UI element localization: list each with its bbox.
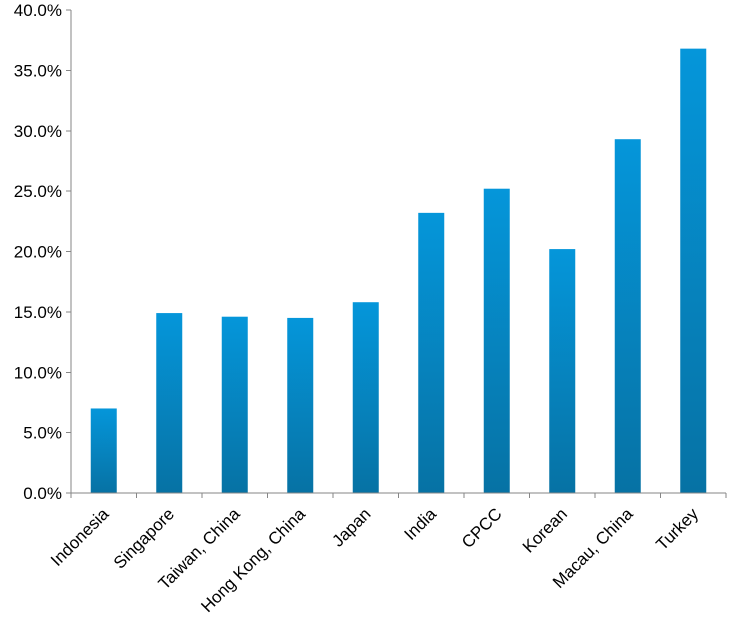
y-tick-label: 15.0% [14,303,62,322]
x-category-label: India [401,504,441,544]
y-tick-label: 30.0% [14,122,62,141]
bar [483,188,510,493]
x-category-label: Turkey [652,504,702,554]
bar [156,313,183,493]
y-tick-label: 35.0% [14,61,62,80]
x-category-label: Korean [519,504,571,556]
y-tick-label: 20.0% [14,243,62,262]
x-category-label: Japan [328,504,374,550]
y-tick-label: 40.0% [14,1,62,20]
x-category-label: CPCC [458,504,505,551]
bar [287,317,314,493]
bar [549,249,576,493]
y-axis: 0.0% 5.0% 10.0% 15.0% 20.0% 25.0% 30.0% 35.0% 40… [14,1,72,503]
x-category-label: Indonesia [47,504,113,570]
bar [90,408,117,493]
bar [614,139,641,493]
y-tick-label: 5.0% [23,424,62,443]
bar [680,48,707,493]
y-tick-label: 25.0% [14,182,62,201]
y-tick-label: 0.0% [23,484,62,503]
bars [90,48,707,494]
y-tick-label: 10.0% [14,363,62,382]
bar [418,212,445,494]
bar [221,316,248,493]
x-category-label: Singapore [110,504,178,572]
bar [352,302,379,493]
